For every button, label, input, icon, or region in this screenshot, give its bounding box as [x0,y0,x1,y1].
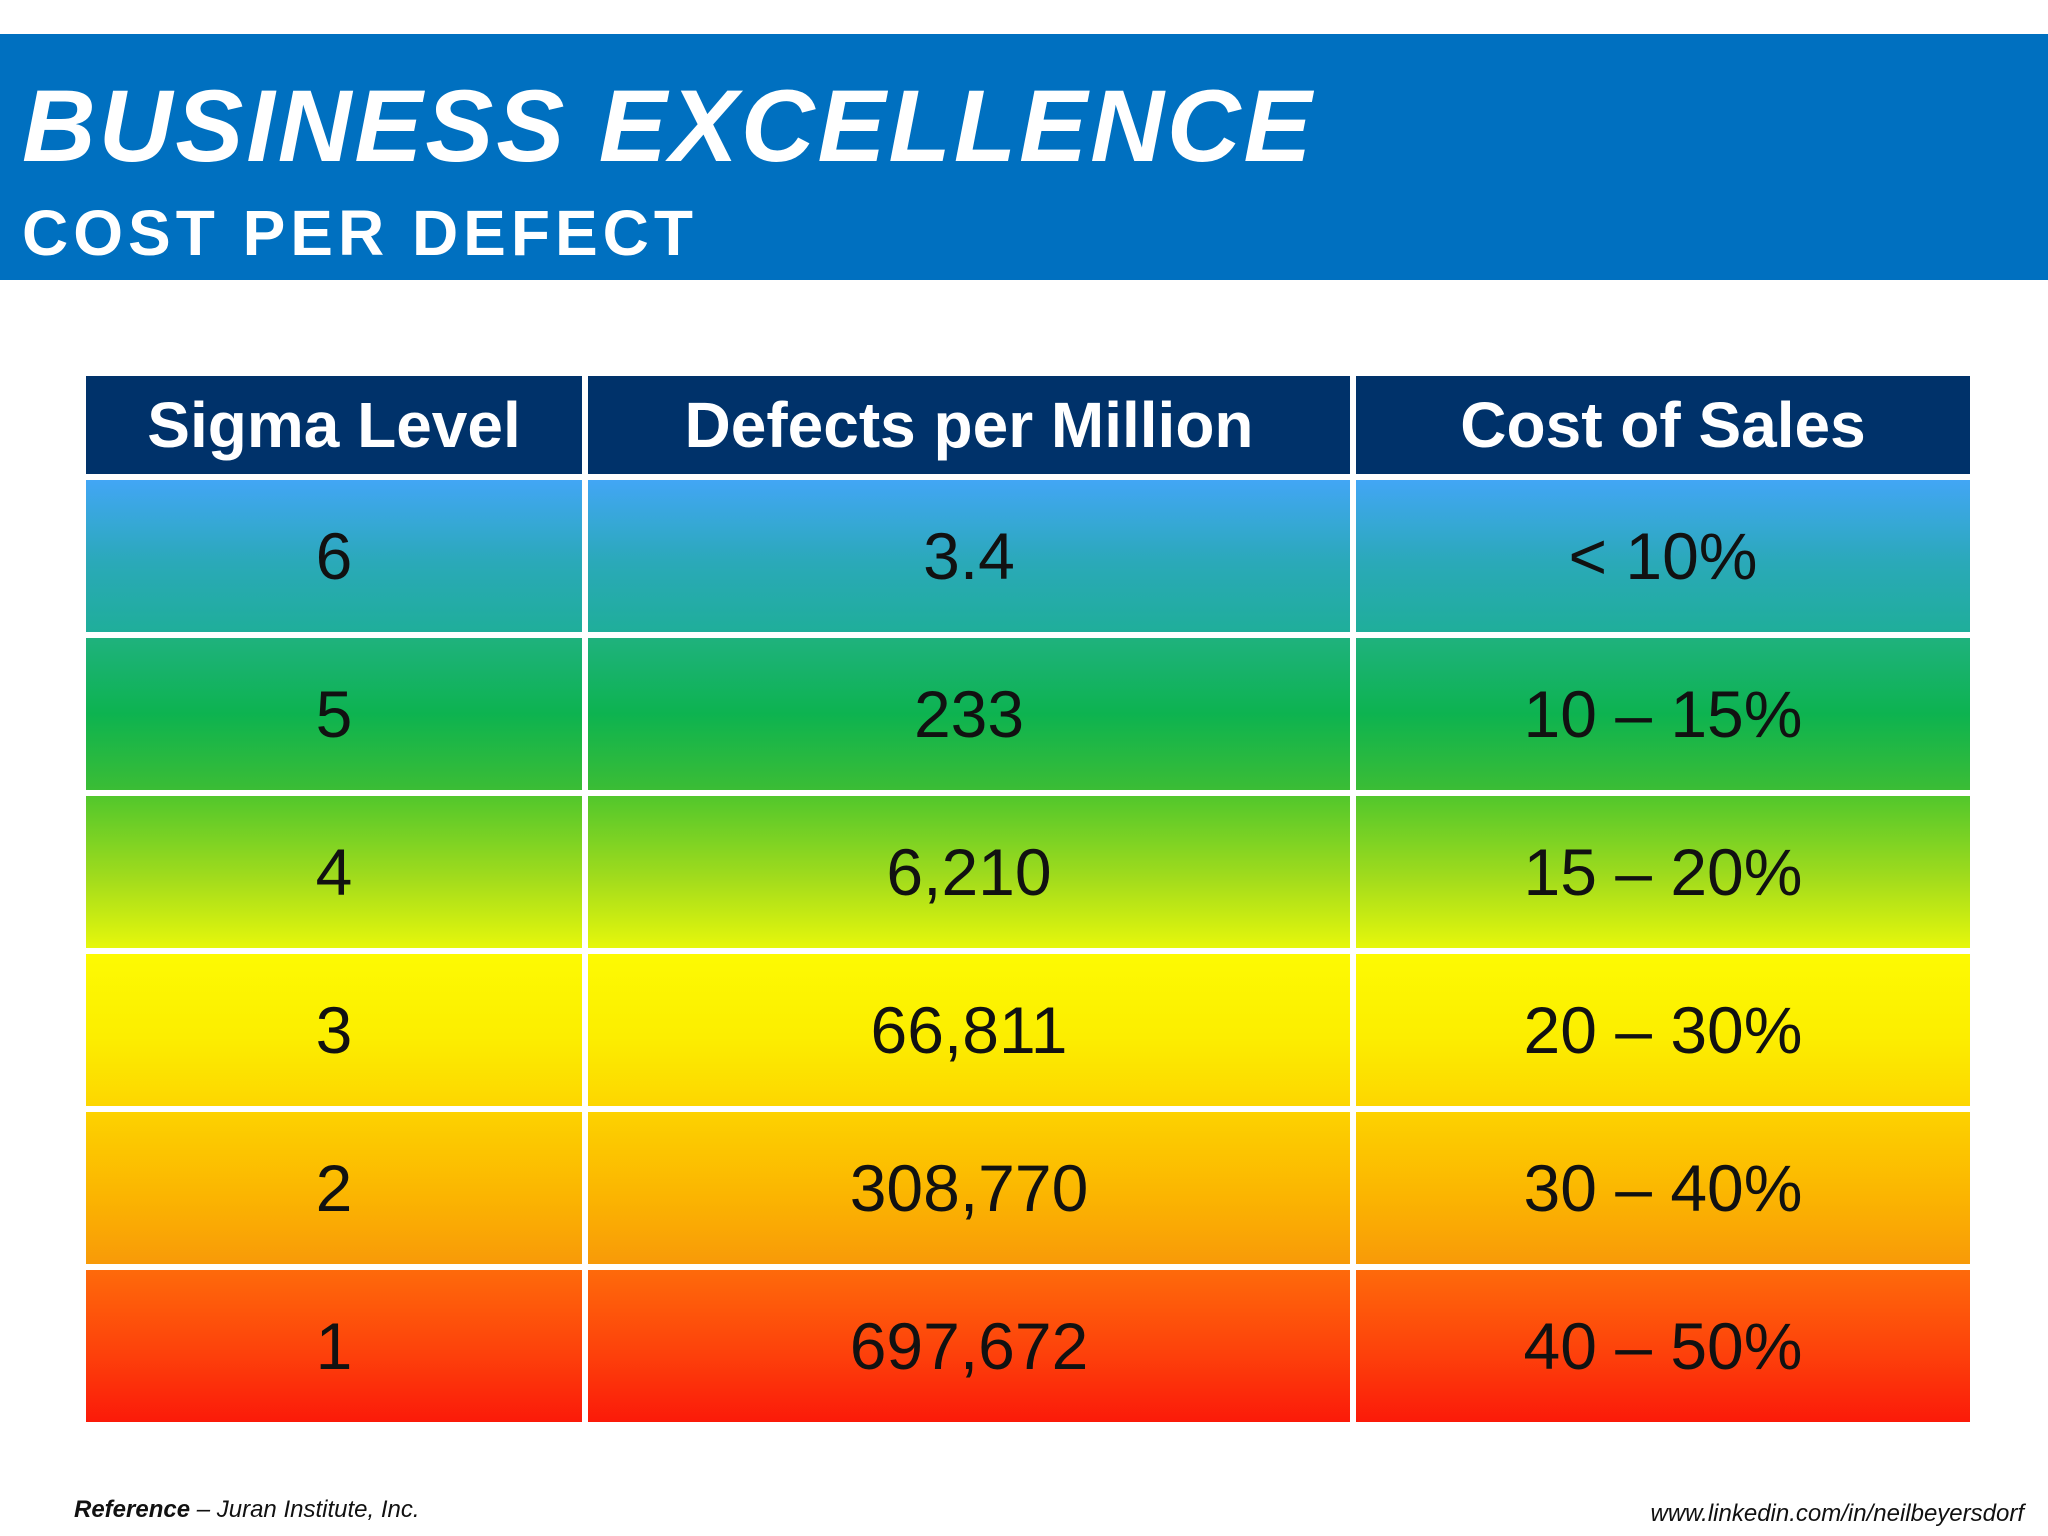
cost-of-sales-cell: < 10% [1356,480,1970,632]
defects-per-million-cell: 233 [588,638,1350,790]
sigma-level-cell: 5 [86,638,582,790]
sigma-level-cell: 1 [86,1270,582,1422]
defects-per-million-cell: 6,210 [588,796,1350,948]
defects-per-million-cell: 697,672 [588,1270,1350,1422]
column-header-cost-of-sales: Cost of Sales [1356,376,1970,474]
header-band [0,34,2048,280]
column-header-defects-per-million: Defects per Million [588,376,1350,474]
column-header-sigma-level: Sigma Level [86,376,582,474]
sigma-level-cell: 6 [86,480,582,632]
defects-per-million-cell: 66,811 [588,954,1350,1106]
cost-of-sales-cell: 15 – 20% [1356,796,1970,948]
sigma-level-cell: 2 [86,1112,582,1264]
table-row: 3 66,811 20 – 30% [86,954,1970,1106]
table-row: 1 697,672 40 – 50% [86,1270,1970,1422]
sigma-level-cell: 4 [86,796,582,948]
table-row: 6 3.4 < 10% [86,480,1970,632]
page-title: BUSINESS EXCELLENCE [22,69,1315,183]
reference-source: – Juran Institute, Inc. [190,1496,420,1523]
sigma-level-cell: 3 [86,954,582,1106]
table-header-row: Sigma Level Defects per Million Cost of … [86,376,1970,474]
reference-label: Reference [74,1496,191,1523]
cost-of-sales-cell: 10 – 15% [1356,638,1970,790]
cost-per-defect-table: Sigma Level Defects per Million Cost of … [80,370,1976,1428]
cost-of-sales-cell: 40 – 50% [1356,1270,1970,1422]
cost-of-sales-cell: 20 – 30% [1356,954,1970,1106]
reference-note: Reference – Juran Institute, Inc. [74,1496,420,1524]
cost-of-sales-cell: 30 – 40% [1356,1112,1970,1264]
source-url: www.linkedin.com/in/neilbeyersdorf [1650,1500,2025,1527]
defects-per-million-cell: 3.4 [588,480,1350,632]
table-row: 5 233 10 – 15% [86,638,1970,790]
table-row: 2 308,770 30 – 40% [86,1112,1970,1264]
defects-per-million-cell: 308,770 [588,1112,1350,1264]
table-row: 4 6,210 15 – 20% [86,796,1970,948]
page-subtitle: COST PER DEFECT [22,197,698,269]
